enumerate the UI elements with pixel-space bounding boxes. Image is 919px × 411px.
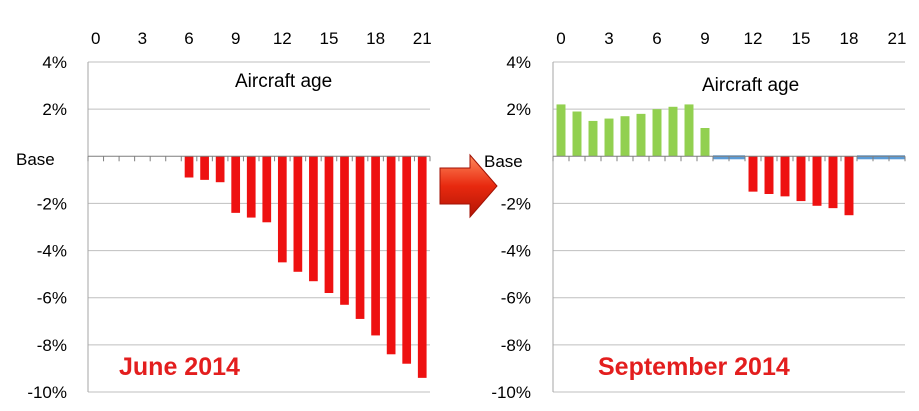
x-tick-label: 12 [744,29,763,48]
y-tick-label: -6% [37,289,67,308]
x-tick-label: 0 [91,29,100,48]
bar [417,156,427,378]
y-tick-label: -10% [27,383,67,402]
bar [828,156,838,209]
bar [324,156,334,293]
x-tick-label: 18 [366,29,385,48]
x-tick-label: 18 [840,29,859,48]
y-tick-labels: 4% 2% -2% -4% -6% -8% -10% [491,53,531,402]
bar [780,156,790,197]
x-tick-labels: 0 3 6 9 12 15 18 21 [91,29,432,48]
chart-title: June 2014 [119,353,240,381]
bar [200,156,209,180]
bar [231,156,241,213]
base-label: Base [484,152,523,171]
y-tick-label: -2% [501,194,531,213]
bar [764,156,774,194]
x-tick-label: 6 [652,29,661,48]
bar [812,156,822,206]
x-tick-label: 3 [138,29,147,48]
y-tick-label: -4% [501,242,531,261]
x-tick-label: 12 [273,29,292,48]
bar [572,111,582,157]
x-tick-label: 9 [231,29,240,48]
y-tick-label: 4% [506,53,531,72]
y-tick-label: -2% [37,194,67,213]
y-tick-label: -8% [501,336,531,355]
bar [371,156,380,336]
bar [246,156,256,218]
bars [184,156,427,378]
y-tick-label: 2% [42,100,67,119]
x-tick-labels: 0 3 6 9 12 15 18 21 [556,29,906,48]
x-axis-title: Aircraft age [702,75,799,96]
chart-title: September 2014 [598,353,790,381]
axes [552,62,906,392]
bar [684,104,694,157]
bar [889,155,905,160]
bar [844,156,854,216]
x-tick-label: 15 [792,29,811,48]
x-tick-label: 21 [888,29,907,48]
bar [668,106,678,157]
bar [355,156,365,319]
bar [309,156,318,282]
bar [262,156,272,223]
bar [402,156,412,364]
y-tick-label: -8% [37,336,67,355]
x-tick-label: 6 [184,29,193,48]
chart-september-2014: 0 3 6 9 12 15 18 21 4% 2% -2% -4% -6% -8% -10% Base A… [484,29,906,402]
bar [556,104,566,157]
x-tick-label: 15 [319,29,338,48]
y-tick-label: -4% [37,242,67,261]
bar [215,156,225,183]
bar [293,156,303,272]
bar [700,128,710,157]
bar [873,155,889,160]
x-axis-title: Aircraft age [235,71,332,92]
bar [729,155,745,160]
chart-june-2014: 0 3 6 9 12 15 18 21 4% 2% -2% -4% -6% -8% -10% Base A… [16,29,432,402]
base-label: Base [16,150,55,169]
bar [636,113,646,157]
x-tick-label: 9 [700,29,709,48]
y-tick-labels: 4% 2% -2% -4% -6% -8% -10% [27,53,67,402]
bar [857,155,873,160]
bar [713,155,729,160]
x-tick-label: 21 [413,29,432,48]
grid-lines [553,61,905,393]
y-tick-label: 2% [506,100,531,119]
y-tick-label: -6% [501,289,531,308]
bar [340,156,349,305]
grid-lines [88,61,430,393]
bar [386,156,396,355]
bar [796,156,806,202]
x-tick-label: 0 [556,29,565,48]
bars [556,104,905,216]
bar [604,118,614,157]
bar [277,156,287,263]
bar [620,116,630,157]
axes [87,62,431,392]
bar [184,156,194,178]
y-tick-label: -10% [491,383,531,402]
right-arrow-icon [439,153,498,219]
bar [748,156,758,192]
y-tick-label: 4% [42,53,67,72]
bar [588,120,598,157]
x-tick-label: 3 [604,29,613,48]
bar [652,109,662,157]
